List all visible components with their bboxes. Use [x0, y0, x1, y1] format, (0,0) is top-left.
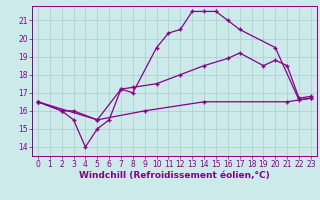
X-axis label: Windchill (Refroidissement éolien,°C): Windchill (Refroidissement éolien,°C) [79, 171, 270, 180]
